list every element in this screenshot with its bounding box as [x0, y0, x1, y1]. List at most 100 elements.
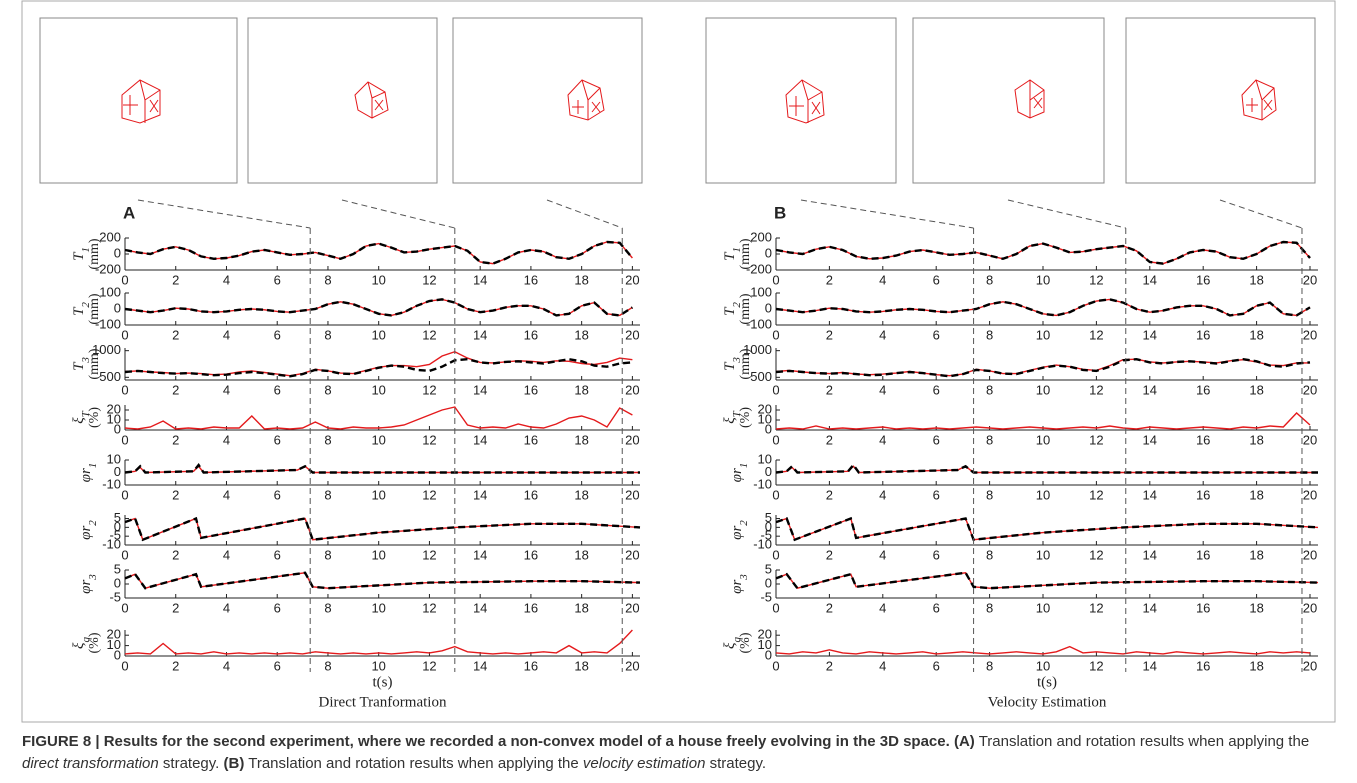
x-tick-label: 12: [1089, 327, 1103, 342]
x-tick-label: 2: [826, 382, 833, 397]
x-tick-label: 6: [274, 432, 281, 447]
label-symbol: φr: [729, 468, 745, 482]
x-tick-label: 0: [121, 487, 128, 502]
x-tick-label: 0: [121, 600, 128, 615]
x-tick-label: 18: [574, 327, 588, 342]
x-tick-label: 14: [1143, 432, 1157, 447]
x-tick-label: 2: [172, 658, 179, 673]
snapshots: [40, 18, 1315, 183]
x-tick-label: 16: [524, 487, 538, 502]
label-symbol: φr: [729, 526, 745, 540]
snapshot-connector: [1220, 200, 1302, 228]
label-symbol: φr: [78, 526, 94, 540]
x-tick-label: 8: [986, 487, 993, 502]
series-line: [125, 519, 640, 540]
x-axis-label: t(s): [373, 674, 393, 690]
y-tick-label: 20: [758, 401, 772, 416]
x-tick-label: 4: [223, 658, 230, 673]
x-tick-label: 0: [121, 547, 128, 562]
x-tick-label: 20: [625, 432, 639, 447]
x-tick-label: 14: [473, 432, 487, 447]
x-tick-label: 10: [1036, 432, 1050, 447]
x-tick-label: 8: [986, 272, 993, 287]
x-tick-label: 6: [274, 382, 281, 397]
x-tick-label: 16: [524, 382, 538, 397]
x-tick-label: 10: [371, 382, 385, 397]
x-tick-label: 12: [1089, 272, 1103, 287]
x-tick-label: 8: [986, 600, 993, 615]
y-axis-label: φr3: [729, 574, 749, 594]
y-tick-label: 0: [765, 300, 772, 315]
x-tick-label: 8: [986, 327, 993, 342]
x-tick-label: 0: [772, 547, 779, 562]
x-tick-label: 12: [1089, 432, 1103, 447]
x-tick-label: 4: [879, 487, 886, 502]
y-tick-label: 20: [107, 627, 121, 642]
caption-text: strategy.: [710, 755, 766, 772]
snapshot-connector: [801, 200, 974, 228]
x-tick-label: 10: [371, 487, 385, 502]
y-tick-label: -5: [109, 589, 121, 604]
label-subscript: 2: [87, 520, 99, 526]
y-axis-label: φr1: [78, 463, 98, 483]
x-tick-label: 14: [1143, 382, 1157, 397]
series-line: [125, 352, 632, 376]
x-tick-label: 14: [473, 658, 487, 673]
x-tick-label: 14: [1143, 487, 1157, 502]
x-tick-label: 0: [121, 382, 128, 397]
x-tick-label: 14: [473, 487, 487, 502]
x-tick-label: 12: [422, 600, 436, 615]
x-tick-label: 20: [1303, 382, 1317, 397]
x-tick-label: 10: [1036, 487, 1050, 502]
x-tick-label: 20: [625, 272, 639, 287]
x-tick-label: 10: [371, 432, 385, 447]
y-tick-label: 10: [107, 451, 121, 466]
y-tick-label: 0: [114, 300, 121, 315]
x-tick-label: 10: [371, 272, 385, 287]
x-tick-label: 0: [772, 487, 779, 502]
x-tick-label: 14: [1143, 547, 1157, 562]
x-tick-label: 16: [1196, 432, 1210, 447]
x-tick-label: 4: [223, 487, 230, 502]
y-tick-label: 5: [765, 510, 772, 525]
caption: FIGURE 8 | Results for the second experi…: [22, 731, 1335, 775]
y-axis-unit: (mm): [738, 348, 753, 379]
x-tick-label: 2: [826, 658, 833, 673]
x-tick-label: 12: [422, 547, 436, 562]
series-line: [776, 573, 1318, 588]
y-tick-label: -5: [760, 589, 772, 604]
x-tick-label: 18: [574, 382, 588, 397]
series-line: [125, 299, 632, 315]
x-tick-label: 6: [274, 547, 281, 562]
x-tick-label: 6: [274, 327, 281, 342]
x-tick-label: 12: [422, 487, 436, 502]
x-tick-label: 12: [422, 432, 436, 447]
x-tick-label: 18: [574, 272, 588, 287]
x-tick-label: 6: [274, 658, 281, 673]
x-tick-label: 4: [879, 432, 886, 447]
x-tick-label: 16: [524, 600, 538, 615]
x-tick-label: 12: [422, 382, 436, 397]
x-tick-label: 8: [986, 432, 993, 447]
x-tick-label: 16: [1196, 382, 1210, 397]
x-tick-label: 16: [1196, 487, 1210, 502]
x-tick-label: 4: [879, 658, 886, 673]
x-tick-label: 10: [1036, 327, 1050, 342]
series-line: [776, 359, 1310, 376]
x-tick-label: 20: [625, 382, 639, 397]
x-tick-label: 14: [1143, 272, 1157, 287]
x-tick-label: 6: [933, 487, 940, 502]
x-tick-label: 2: [826, 547, 833, 562]
x-tick-label: 14: [1143, 327, 1157, 342]
x-tick-label: 4: [879, 547, 886, 562]
series-line: [125, 407, 632, 429]
x-tick-label: 2: [172, 487, 179, 502]
panel-title: Direct Tranformation: [319, 694, 447, 710]
series-line: [125, 242, 632, 264]
x-tick-label: 8: [324, 432, 331, 447]
x-tick-label: 2: [826, 327, 833, 342]
x-tick-label: 4: [223, 547, 230, 562]
x-tick-label: 18: [1249, 272, 1263, 287]
x-tick-label: 18: [574, 547, 588, 562]
y-tick-label: 5: [765, 561, 772, 576]
